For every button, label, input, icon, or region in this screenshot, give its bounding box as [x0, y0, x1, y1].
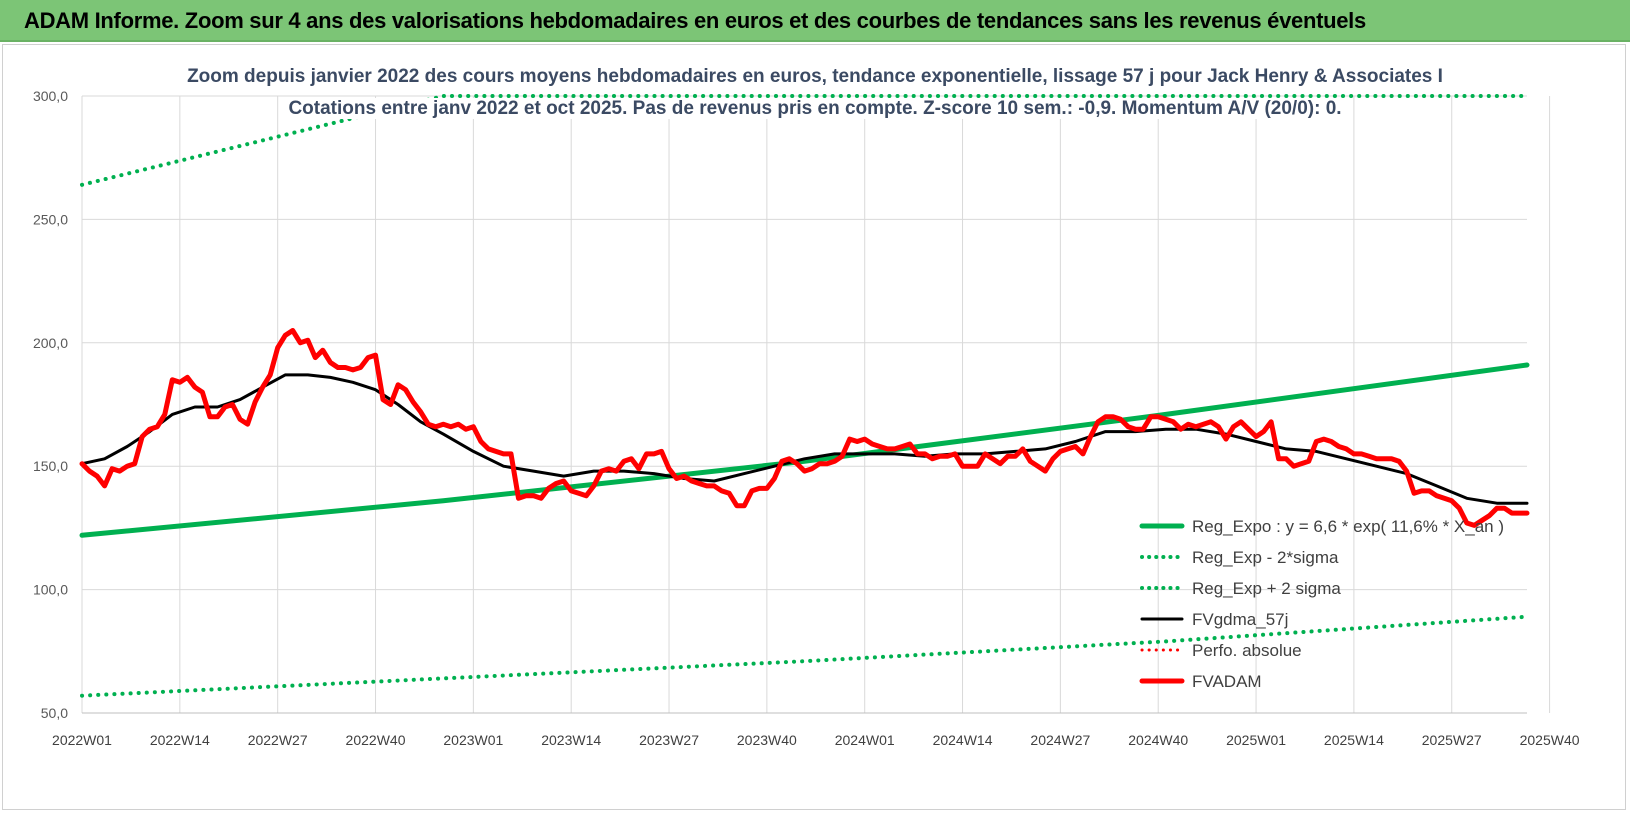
x-tick-label: 2024W40: [1128, 732, 1188, 748]
axis-labels: 50,0 100,0 150,0 200,0 250,0 300,0 2022W01 2022…: [33, 88, 1580, 748]
series-line-fvgdma-57j: [80, 373, 1529, 505]
x-tick-label: 2023W14: [541, 732, 601, 748]
chart-subtitle-text: Cotations entre janv 2022 et oct 2025. P…: [284, 98, 1346, 119]
x-tick-label: 2022W14: [150, 732, 210, 748]
legend: Reg_Expo : y = 6,6 * exp( 11,6% * X_an )…: [1139, 517, 1504, 691]
x-tick-label: 2025W01: [1226, 732, 1286, 748]
y-tick-label: 200,0: [33, 335, 68, 351]
x-tick-label: 2022W40: [346, 732, 406, 748]
report-title: ADAM Informe. Zoom sur 4 ans des valoris…: [24, 8, 1366, 33]
series-layer: [79, 94, 1530, 698]
legend-label: Perfo. absolue: [1192, 641, 1302, 660]
x-tick-label: 2023W01: [443, 732, 503, 748]
x-tick-label: 2024W27: [1030, 732, 1090, 748]
x-tick-label: 2023W40: [737, 732, 797, 748]
legend-label: FVgdma_57j: [1192, 610, 1288, 629]
chart-subtitle: Cotations entre janv 2022 et oct 2025. P…: [0, 98, 1630, 120]
series-line-reg-expo: [79, 362, 1530, 538]
y-tick-label: 150,0: [33, 458, 68, 474]
report-banner: ADAM Informe. Zoom sur 4 ans des valoris…: [0, 0, 1630, 42]
series-line-reg-minus-2sigma: [80, 614, 1529, 698]
legend-label: Reg_Exp + 2 sigma: [1192, 579, 1341, 598]
grid: [81, 95, 1551, 714]
x-tick-label: 2025W40: [1520, 732, 1580, 748]
legend-label: Reg_Expo : y = 6,6 * exp( 11,6% * X_an ): [1192, 517, 1504, 536]
y-tick-label: 100,0: [33, 582, 68, 598]
legend-label: Reg_Exp - 2*sigma: [1192, 548, 1339, 567]
x-tick-label: 2024W14: [933, 732, 993, 748]
x-tick-label: 2022W27: [248, 732, 308, 748]
series-line-fvadam: [79, 328, 1530, 528]
y-tick-label: 50,0: [41, 705, 68, 721]
y-tick-label: 300,0: [33, 88, 68, 104]
y-tick-label: 250,0: [33, 211, 68, 227]
chart-frame: [2, 44, 1626, 810]
chart-title: Zoom depuis janvier 2022 des cours moyen…: [0, 66, 1630, 88]
x-tick-label: 2022W01: [52, 732, 112, 748]
chart-title-text: Zoom depuis janvier 2022 des cours moyen…: [183, 66, 1447, 87]
x-tick-label: 2024W01: [835, 732, 895, 748]
series-line-reg-plus-2sigma: [80, 94, 1529, 187]
legend-label: FVADAM: [1192, 672, 1262, 691]
x-tick-label: 2025W27: [1422, 732, 1482, 748]
x-tick-label: 2025W14: [1324, 732, 1384, 748]
x-tick-label: 2023W27: [639, 732, 699, 748]
